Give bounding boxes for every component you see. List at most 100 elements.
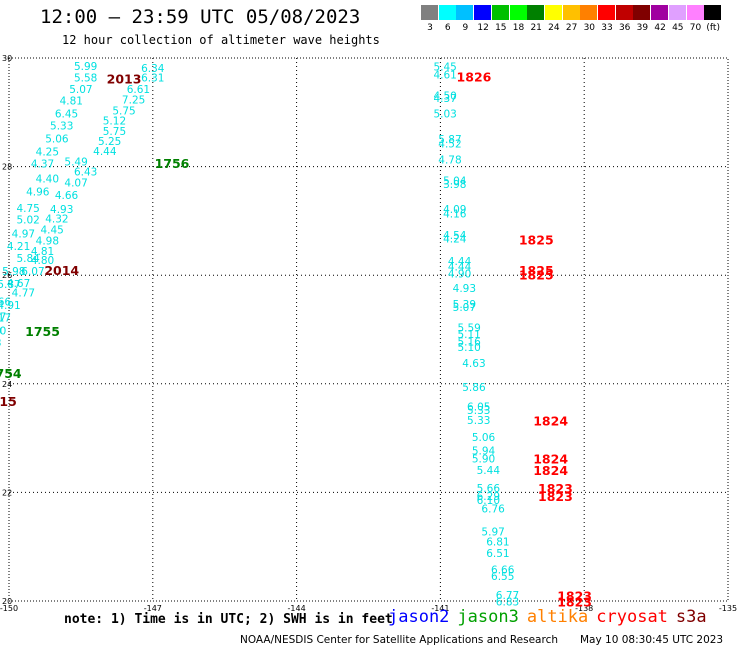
graticule (9, 58, 728, 601)
wave-height-value: 4.67 (7, 278, 30, 290)
lon-tick-label: -150 (0, 604, 18, 613)
wave-height-value: 5.06 (45, 133, 69, 145)
wave-height-value: 4.25 (36, 146, 59, 158)
legend-label: 42 (654, 23, 666, 33)
pass-time-label: 1825 (519, 268, 554, 283)
legend-label: 24 (548, 23, 560, 33)
legend-swatch (580, 5, 598, 20)
axis-labels: -150 -147 -144 -141 -138 -135 30 28 26 24 22 20 (0, 54, 737, 613)
legend-swatch (562, 5, 580, 20)
legend-label: (ft) (706, 23, 720, 33)
wave-height-value: 5.04 (443, 176, 467, 188)
wave-height-value: 4.52 (438, 138, 461, 150)
pass-time-label: 2015 (0, 394, 17, 409)
wave-height-value: 6.66 (491, 565, 515, 577)
wave-height-value: 6.43 (74, 166, 97, 178)
pass-time-label: 1824 (533, 414, 568, 429)
pass-time-label: 1824 (533, 463, 568, 478)
legend-label: 33 (601, 23, 613, 33)
lat-tick-label: 28 (2, 163, 12, 172)
wave-height-value: 4.21 (7, 241, 30, 253)
pass-time-label: 1825 (519, 232, 554, 247)
legend-label: 45 (672, 23, 684, 33)
legend-label: 12 (477, 23, 489, 33)
legend-label: 15 (495, 23, 507, 33)
legend-swatch (474, 5, 492, 20)
pass-time-label: 1823 (557, 589, 592, 604)
lon-tick-label: -141 (431, 604, 449, 613)
wave-height-value: 5.86 (462, 382, 486, 394)
wave-height-value: 5.10 (457, 342, 480, 354)
wave-height-value: 5.66 (477, 483, 501, 495)
legend-label: 36 (618, 23, 631, 33)
wave-height-value: 4.07 (64, 177, 87, 189)
wave-height-value: 6.20 (0, 326, 6, 338)
legend-swatch (421, 5, 438, 20)
satellite-cryosat-label: cryosat (596, 607, 668, 627)
wave-height-value: 4.24 (443, 233, 467, 245)
wave-height-value: 4.54 (443, 230, 467, 242)
wave-height-value: 5.97 (481, 526, 504, 538)
lat-tick-label: 30 (2, 54, 12, 63)
wave-height-value: 6.10 (477, 495, 500, 507)
pass-time-label: 2013 (107, 72, 142, 87)
wave-height-value: 4.78 (438, 155, 461, 167)
wave-height-value: 6.61 (127, 84, 150, 96)
wave-height-value: 5.44 (477, 465, 501, 477)
wave-height-value: 5.11 (457, 329, 480, 341)
wave-height-value: 5.03 (433, 108, 456, 120)
wave-height-value: 4.37 (433, 93, 456, 105)
wave-height-value: 6.20 (0, 326, 2, 338)
lat-tick-label: 26 (2, 271, 12, 280)
wave-height-value: 4.61 (433, 69, 456, 81)
wave-height-value: 6.31 (141, 73, 164, 85)
wave-height-value: 4.98 (36, 235, 59, 247)
wave-height-value: 4.44 (448, 256, 472, 268)
lon-tick-label: -144 (288, 604, 306, 613)
wave-height-value: 4.63 (462, 358, 485, 370)
wave-height-value: 4.09 (443, 204, 466, 216)
credit-line: NOAA/NESDIS Center for Satellite Applica… (240, 634, 558, 646)
wave-height-value: 6.51 (486, 548, 509, 560)
legend-label: 70 (689, 23, 702, 33)
wave-height-value: 4.93 (50, 204, 73, 216)
wave-height-value: 4.40 (36, 174, 59, 186)
wave-height-value: 5.02 (16, 214, 39, 226)
satellite-altika-label: altika (526, 607, 589, 627)
pass-time-label: 1823 (538, 481, 573, 496)
wave-height-value: 4.32 (45, 214, 68, 226)
legend-swatch (509, 5, 527, 20)
wave-height-value: 5.87 (438, 134, 461, 146)
lat-tick-label: 20 (2, 597, 12, 606)
legend-label: 3 (427, 23, 433, 33)
wave-height-value: 5.16 (457, 336, 481, 348)
legend-swatch (651, 5, 669, 20)
wave-height-value: 4.91 (0, 300, 21, 312)
lat-tick-label: 22 (2, 488, 12, 497)
wave-height-value: 6.77 (496, 590, 519, 602)
wave-height-value: 5.07 (453, 302, 476, 314)
wave-height-value: 6.07 (21, 266, 44, 278)
pass-time-label: 1824 (533, 452, 568, 467)
wave-height-value: 4.81 (31, 246, 54, 258)
wave-height-value: 4.81 (60, 95, 83, 107)
wave-height-value: 5.33 (50, 120, 73, 132)
pass-time-label: 2014 (44, 263, 79, 278)
wave-height-value: 4.97 (12, 228, 35, 240)
satellite-legend: jason2 jason3 altika cryosat s3a (388, 607, 715, 627)
wave-height-value: 5.90 (472, 454, 495, 466)
wave-height-value: 5.75 (103, 126, 126, 138)
wave-height-value: 5.12 (103, 115, 126, 127)
wave-height-value: 6.45 (55, 108, 78, 120)
wave-height-value: 5.94 (472, 446, 496, 458)
wave-height-value: 6.29 (477, 491, 500, 503)
wave-height-value: 6.83 (496, 597, 519, 609)
wave-height-value: 5.49 (64, 157, 87, 169)
pass-time-label: 1826 (457, 69, 492, 84)
wave-height-value: 6.55 (491, 571, 514, 583)
wave-height-value: 5.59 (457, 322, 480, 334)
map-frame (8, 57, 729, 602)
wave-height-value: 5.25 (98, 136, 121, 148)
wave-height-value: 5.58 (74, 73, 97, 85)
wave-height-value: 5.17 (0, 313, 11, 325)
